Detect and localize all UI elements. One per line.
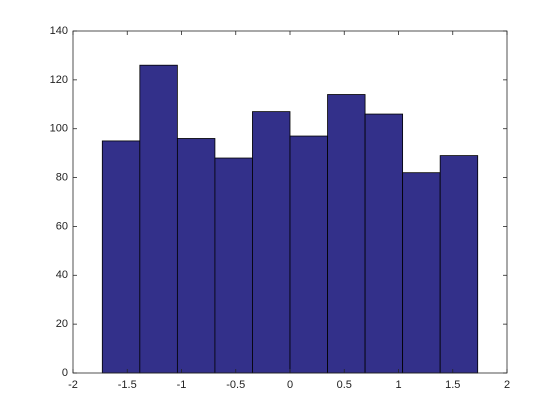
x-tick-label: -1 — [177, 379, 187, 391]
y-tick-label: 80 — [56, 171, 68, 183]
bar — [402, 172, 441, 374]
bar — [364, 113, 404, 374]
y-tick-label: 40 — [56, 269, 68, 281]
x-tick-label: 1.5 — [445, 379, 460, 391]
y-tick-label: 20 — [56, 318, 68, 330]
x-tick-label: 0.5 — [337, 379, 352, 391]
x-tick-label: 1 — [395, 379, 401, 391]
bar — [139, 64, 178, 374]
y-tick-label: 120 — [50, 74, 68, 86]
x-tick-label: -0.5 — [226, 379, 245, 391]
bar — [252, 111, 291, 374]
y-tick-label: 60 — [56, 220, 68, 232]
bar — [101, 140, 141, 374]
x-tick-label: -2 — [68, 379, 78, 391]
y-tick-label: 0 — [62, 367, 68, 379]
x-tick-label: 2 — [504, 379, 510, 391]
bar — [214, 157, 253, 374]
x-tick-label: -1.5 — [118, 379, 137, 391]
y-tick-label: 100 — [50, 123, 68, 135]
y-tick-label: 140 — [50, 25, 68, 37]
x-tick-label: 0 — [287, 379, 293, 391]
bar — [439, 155, 479, 374]
bar — [176, 138, 216, 374]
bar — [289, 135, 328, 374]
bar — [327, 94, 366, 374]
